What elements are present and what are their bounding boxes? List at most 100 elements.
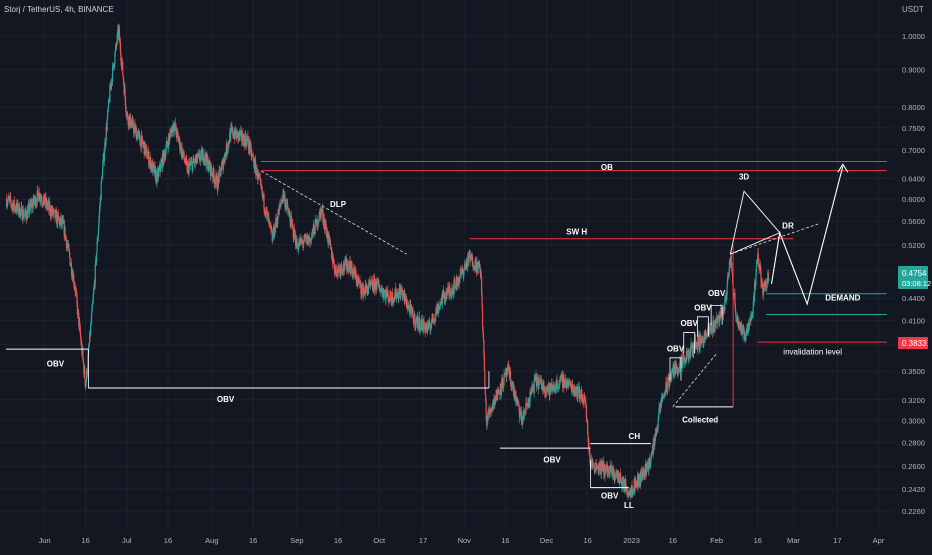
candle-down [483,353,485,370]
candle-down [283,190,285,199]
candle-up [94,264,96,285]
candle-up [173,125,175,132]
candle-up [568,381,570,385]
candle-up [197,154,199,160]
candle-up [706,330,709,336]
candle-up [553,388,555,392]
price-tick-label: 0.2420 [902,485,925,494]
price-tick-label: 0.7000 [902,146,925,155]
candle-down [412,311,414,318]
candle-up [115,43,117,50]
candle-down [489,408,491,413]
candle-up [243,135,245,146]
candle-up [160,162,162,164]
candle-down [332,263,334,264]
candle-down [264,213,266,215]
candle-down [481,306,484,327]
candle-up [634,481,636,488]
candle-down [149,157,152,170]
candle-up [19,209,21,217]
time-tick-label: 16 [754,536,762,545]
candle-down [112,63,115,66]
price-axis[interactable]: 1.0000 0.9000 0.8000 0.7500 0.7000 0.6400 0.60… [902,32,925,516]
candle-down [735,310,737,318]
candle-up [657,428,659,430]
candle-up [651,452,653,456]
candle-down [179,138,181,151]
candle-down [437,305,439,307]
candle-down [481,276,483,295]
price-tick-label: 0.4400 [902,294,925,303]
candle-down [328,233,330,236]
candle-down [421,319,423,331]
candle-up [207,167,209,171]
candle-up [752,301,754,315]
candle-up [660,398,662,408]
obv-step-box [697,316,709,337]
candle-down [118,28,121,41]
candle-down [213,174,215,183]
candle-up [249,150,251,152]
candle-down [411,307,414,312]
candle-up [669,379,672,382]
candle-up [461,267,463,274]
candle-down [176,130,179,133]
candle-up [29,202,31,210]
candle-down [385,290,388,297]
candle-up [278,206,280,216]
candle-up [9,197,11,200]
candle-down [583,394,586,399]
candle-down [387,293,389,302]
candle-up [439,306,441,307]
time-axis[interactable]: Jun 16 Jul 16 Aug 16 Sep 16 Oct 17 Nov 16 Dec 16 2023 1… [38,536,884,545]
candle-down [616,470,619,475]
candle-up [350,267,352,274]
candle-up [27,208,29,218]
candle-up [464,264,466,270]
candle-up [137,132,139,135]
candle-up [651,451,653,453]
candle-down [73,274,75,284]
candle-up [637,482,640,487]
candle-down [507,365,509,367]
candle-down [263,194,265,209]
candle-down [664,393,666,394]
candle-down [423,321,425,327]
candle-down [189,162,191,165]
candle-down [718,315,720,319]
candle-up [421,327,423,331]
candle-down [353,267,356,273]
candle-up [599,462,601,470]
candle-up [152,162,154,173]
candle-up [279,203,281,208]
time-tick-label: 16 [669,536,677,545]
candle-down [223,157,225,162]
candle-up [515,401,517,404]
candle-down [266,211,268,214]
candle-down [144,141,146,154]
candle-down [408,305,410,309]
candle-down [256,167,258,179]
candle-up [402,291,405,296]
candle-up [567,384,570,388]
candle-up [382,290,384,297]
candle-down [125,106,127,113]
candle-down [335,264,337,273]
candle-up [274,225,276,235]
candle-up [172,124,174,133]
candle-down [64,226,66,239]
candle-up [277,218,279,224]
time-tick-label: Nov [458,536,472,545]
candle-up [364,284,367,295]
candle-down [66,243,68,246]
candle-down [291,219,293,224]
candle-down [210,165,212,172]
candle-up [245,138,248,147]
candle-up [185,157,187,164]
candle-up [346,268,348,272]
candle-down [313,228,315,235]
dlp-label: DLP [330,200,347,209]
candle-down [261,186,263,195]
